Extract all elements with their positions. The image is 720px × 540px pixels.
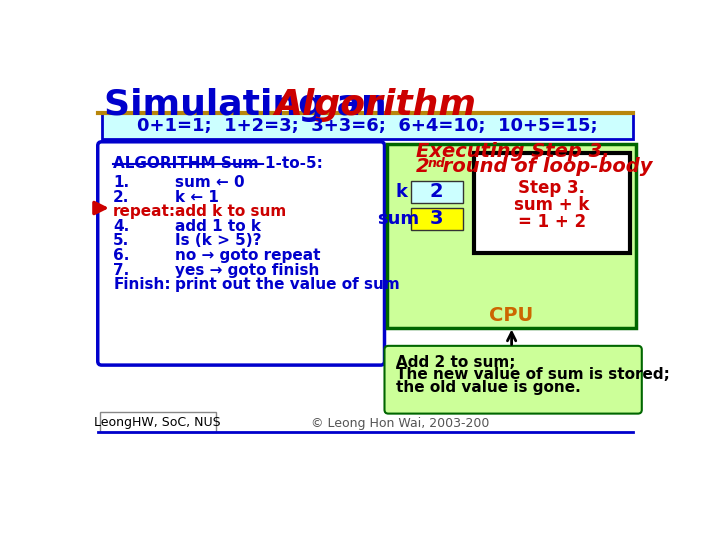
FancyBboxPatch shape xyxy=(474,153,630,253)
Text: The new value of sum is stored;: The new value of sum is stored; xyxy=(396,367,670,382)
Text: Algorithm: Algorithm xyxy=(274,88,477,122)
FancyBboxPatch shape xyxy=(384,346,642,414)
FancyBboxPatch shape xyxy=(387,144,636,328)
Text: k ← 1: k ← 1 xyxy=(175,190,219,205)
Text: print out the value of sum: print out the value of sum xyxy=(175,278,400,292)
Text: the old value is gone.: the old value is gone. xyxy=(396,380,581,395)
Text: add 1 to k: add 1 to k xyxy=(175,219,261,234)
Text: Executing Step 3.: Executing Step 3. xyxy=(415,142,609,161)
Text: 1.: 1. xyxy=(113,175,130,190)
FancyBboxPatch shape xyxy=(411,208,463,230)
FancyBboxPatch shape xyxy=(102,113,632,139)
Text: LeongHW, SoC, NUS: LeongHW, SoC, NUS xyxy=(94,416,221,429)
Text: Finish:: Finish: xyxy=(113,278,171,292)
Text: nd: nd xyxy=(427,157,445,170)
Text: 0+1=1;  1+2=3;  3+3=6;  6+4=10;  10+5=15;: 0+1=1; 1+2=3; 3+3=6; 6+4=10; 10+5=15; xyxy=(137,117,598,136)
Text: 2: 2 xyxy=(430,183,444,201)
Text: 2: 2 xyxy=(415,157,429,176)
Text: 6.: 6. xyxy=(113,248,130,263)
Text: ALGORITHM Sum-1-to-5:: ALGORITHM Sum-1-to-5: xyxy=(113,156,323,171)
FancyBboxPatch shape xyxy=(98,142,384,365)
Text: CPU: CPU xyxy=(490,306,534,325)
Text: 7.: 7. xyxy=(113,262,130,278)
Text: Add 2 to sum;: Add 2 to sum; xyxy=(396,355,516,370)
Text: add k to sum: add k to sum xyxy=(175,204,287,219)
Text: sum ← 0: sum ← 0 xyxy=(175,175,245,190)
Text: yes → goto finish: yes → goto finish xyxy=(175,262,320,278)
Text: sum + k: sum + k xyxy=(514,196,590,214)
Text: 2.: 2. xyxy=(113,190,130,205)
Text: © Leong Hon Wai, 2003-200: © Leong Hon Wai, 2003-200 xyxy=(311,417,490,430)
Text: 3: 3 xyxy=(430,210,444,228)
Text: 5.: 5. xyxy=(113,233,130,248)
Text: Is (k > 5)?: Is (k > 5)? xyxy=(175,233,262,248)
Text: Step 3.: Step 3. xyxy=(518,179,585,197)
Text: Simulating an: Simulating an xyxy=(104,88,400,122)
Text: sum: sum xyxy=(377,210,420,228)
FancyBboxPatch shape xyxy=(100,412,215,432)
Text: no → goto repeat: no → goto repeat xyxy=(175,248,320,263)
Text: 4.: 4. xyxy=(113,219,130,234)
Text: = 1 + 2: = 1 + 2 xyxy=(518,213,586,231)
Text: repeat:: repeat: xyxy=(113,204,176,219)
Text: round of loop-body: round of loop-body xyxy=(436,157,653,176)
Text: k: k xyxy=(395,183,408,201)
FancyBboxPatch shape xyxy=(411,181,463,202)
